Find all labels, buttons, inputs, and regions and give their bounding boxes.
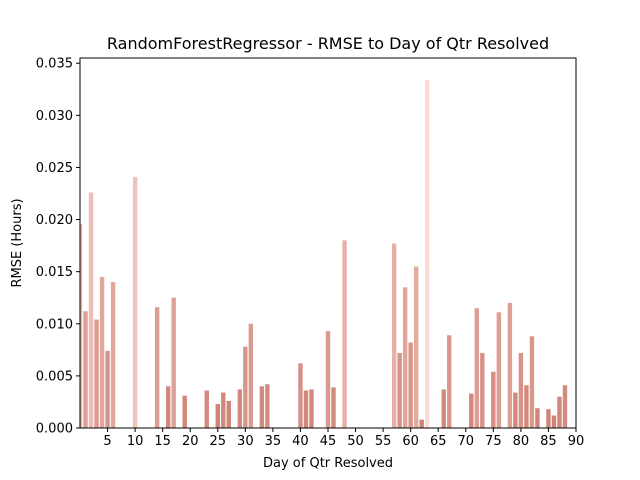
y-tick-label: 0.005	[36, 369, 73, 384]
bar-day-86	[551, 415, 557, 428]
bar-day-31	[248, 323, 254, 428]
x-tick-label: 80	[513, 434, 530, 449]
x-tick-label: 75	[485, 434, 502, 449]
bar-day-59	[402, 287, 408, 428]
bar-day-25	[215, 404, 220, 428]
bar-day-73	[480, 352, 485, 428]
x-tick-label: 5	[103, 434, 111, 449]
x-axis-label: Day of Qtr Resolved	[263, 456, 393, 471]
bar-day-87	[557, 396, 562, 428]
x-tick-label: 90	[568, 434, 585, 449]
x-tick-label: 45	[320, 434, 337, 449]
bar-day-72	[474, 308, 480, 428]
bars-group	[80, 79, 568, 428]
x-axis-ticks: 5 10 15 20 25 30 35 40 45 50 55 60 65 70 75 80 85 90	[103, 428, 584, 449]
bar-day-79	[513, 392, 518, 428]
bar-day-26	[221, 392, 226, 428]
bar-day-41	[303, 390, 309, 428]
bar-day-6	[110, 282, 116, 428]
bar-day-63	[424, 79, 430, 428]
x-tick-label: 50	[347, 434, 364, 449]
bar-day-46	[331, 387, 336, 428]
bar-day-82	[529, 336, 535, 428]
bar-day-2	[88, 192, 94, 428]
bar-day-85	[546, 409, 551, 428]
bar-day-76	[496, 312, 502, 428]
bar-day-88	[562, 385, 568, 428]
y-tick-label: 0.010	[36, 317, 73, 332]
bar-day-16	[165, 386, 171, 428]
y-tick-label: 0.025	[36, 161, 73, 176]
x-tick-label: 10	[127, 434, 144, 449]
bar-day-3	[94, 319, 99, 428]
bar-day-17	[171, 297, 176, 428]
bar-day-83	[535, 408, 540, 428]
bar-day-33	[259, 386, 265, 428]
x-tick-label: 20	[182, 434, 199, 449]
y-tick-label: 0.035	[36, 57, 73, 72]
bar-day-75	[491, 371, 496, 428]
bar-day-0	[80, 223, 83, 428]
x-tick-label: 55	[375, 434, 392, 449]
bar-day-42	[309, 389, 314, 428]
bar-day-45	[325, 331, 331, 428]
x-tick-label: 40	[292, 434, 309, 449]
x-tick-label: 60	[402, 434, 419, 449]
chart-title: RandomForestRegressor - RMSE to Day of Q…	[107, 34, 549, 53]
bar-day-60	[408, 342, 413, 428]
x-tick-label: 35	[265, 434, 282, 449]
bar-day-40	[298, 363, 303, 428]
bar-day-30	[243, 346, 248, 428]
y-tick-label: 0.000	[36, 422, 73, 437]
bar-day-78	[507, 302, 513, 428]
bar-day-61	[413, 266, 419, 428]
bar-day-48	[342, 240, 347, 428]
x-tick-label: 85	[540, 434, 557, 449]
bar-day-29	[237, 389, 243, 428]
bar-day-81	[524, 385, 529, 428]
bar-day-67	[447, 335, 452, 428]
y-axis-label: RMSE (Hours)	[10, 198, 25, 287]
x-tick-label: 65	[430, 434, 447, 449]
plot-frame	[79, 57, 577, 429]
bar-day-34	[265, 384, 270, 428]
bar-day-27	[226, 400, 232, 428]
bar-day-4	[99, 276, 105, 428]
bar-day-5	[105, 350, 110, 428]
bar-day-1	[83, 311, 88, 428]
bar-day-62	[419, 419, 424, 428]
x-tick-label: 15	[154, 434, 171, 449]
bar-day-10	[132, 176, 138, 428]
bar-day-14	[154, 307, 160, 428]
y-tick-label: 0.020	[36, 213, 73, 228]
y-tick-label: 0.030	[36, 109, 73, 124]
bar-day-66	[441, 389, 446, 428]
y-axis-ticks: 0.000 0.005 0.010 0.015 0.020 0.025 0.030 0.035	[36, 57, 80, 437]
x-tick-label: 30	[237, 434, 254, 449]
bar-day-57	[391, 243, 397, 428]
y-tick-label: 0.015	[36, 265, 73, 280]
bar-day-19	[182, 395, 187, 428]
bar-day-80	[518, 352, 524, 428]
bar-day-58	[397, 352, 402, 428]
bar-day-71	[469, 393, 474, 428]
x-tick-label: 25	[210, 434, 227, 449]
x-tick-label: 70	[458, 434, 475, 449]
bar-day-23	[204, 390, 209, 428]
